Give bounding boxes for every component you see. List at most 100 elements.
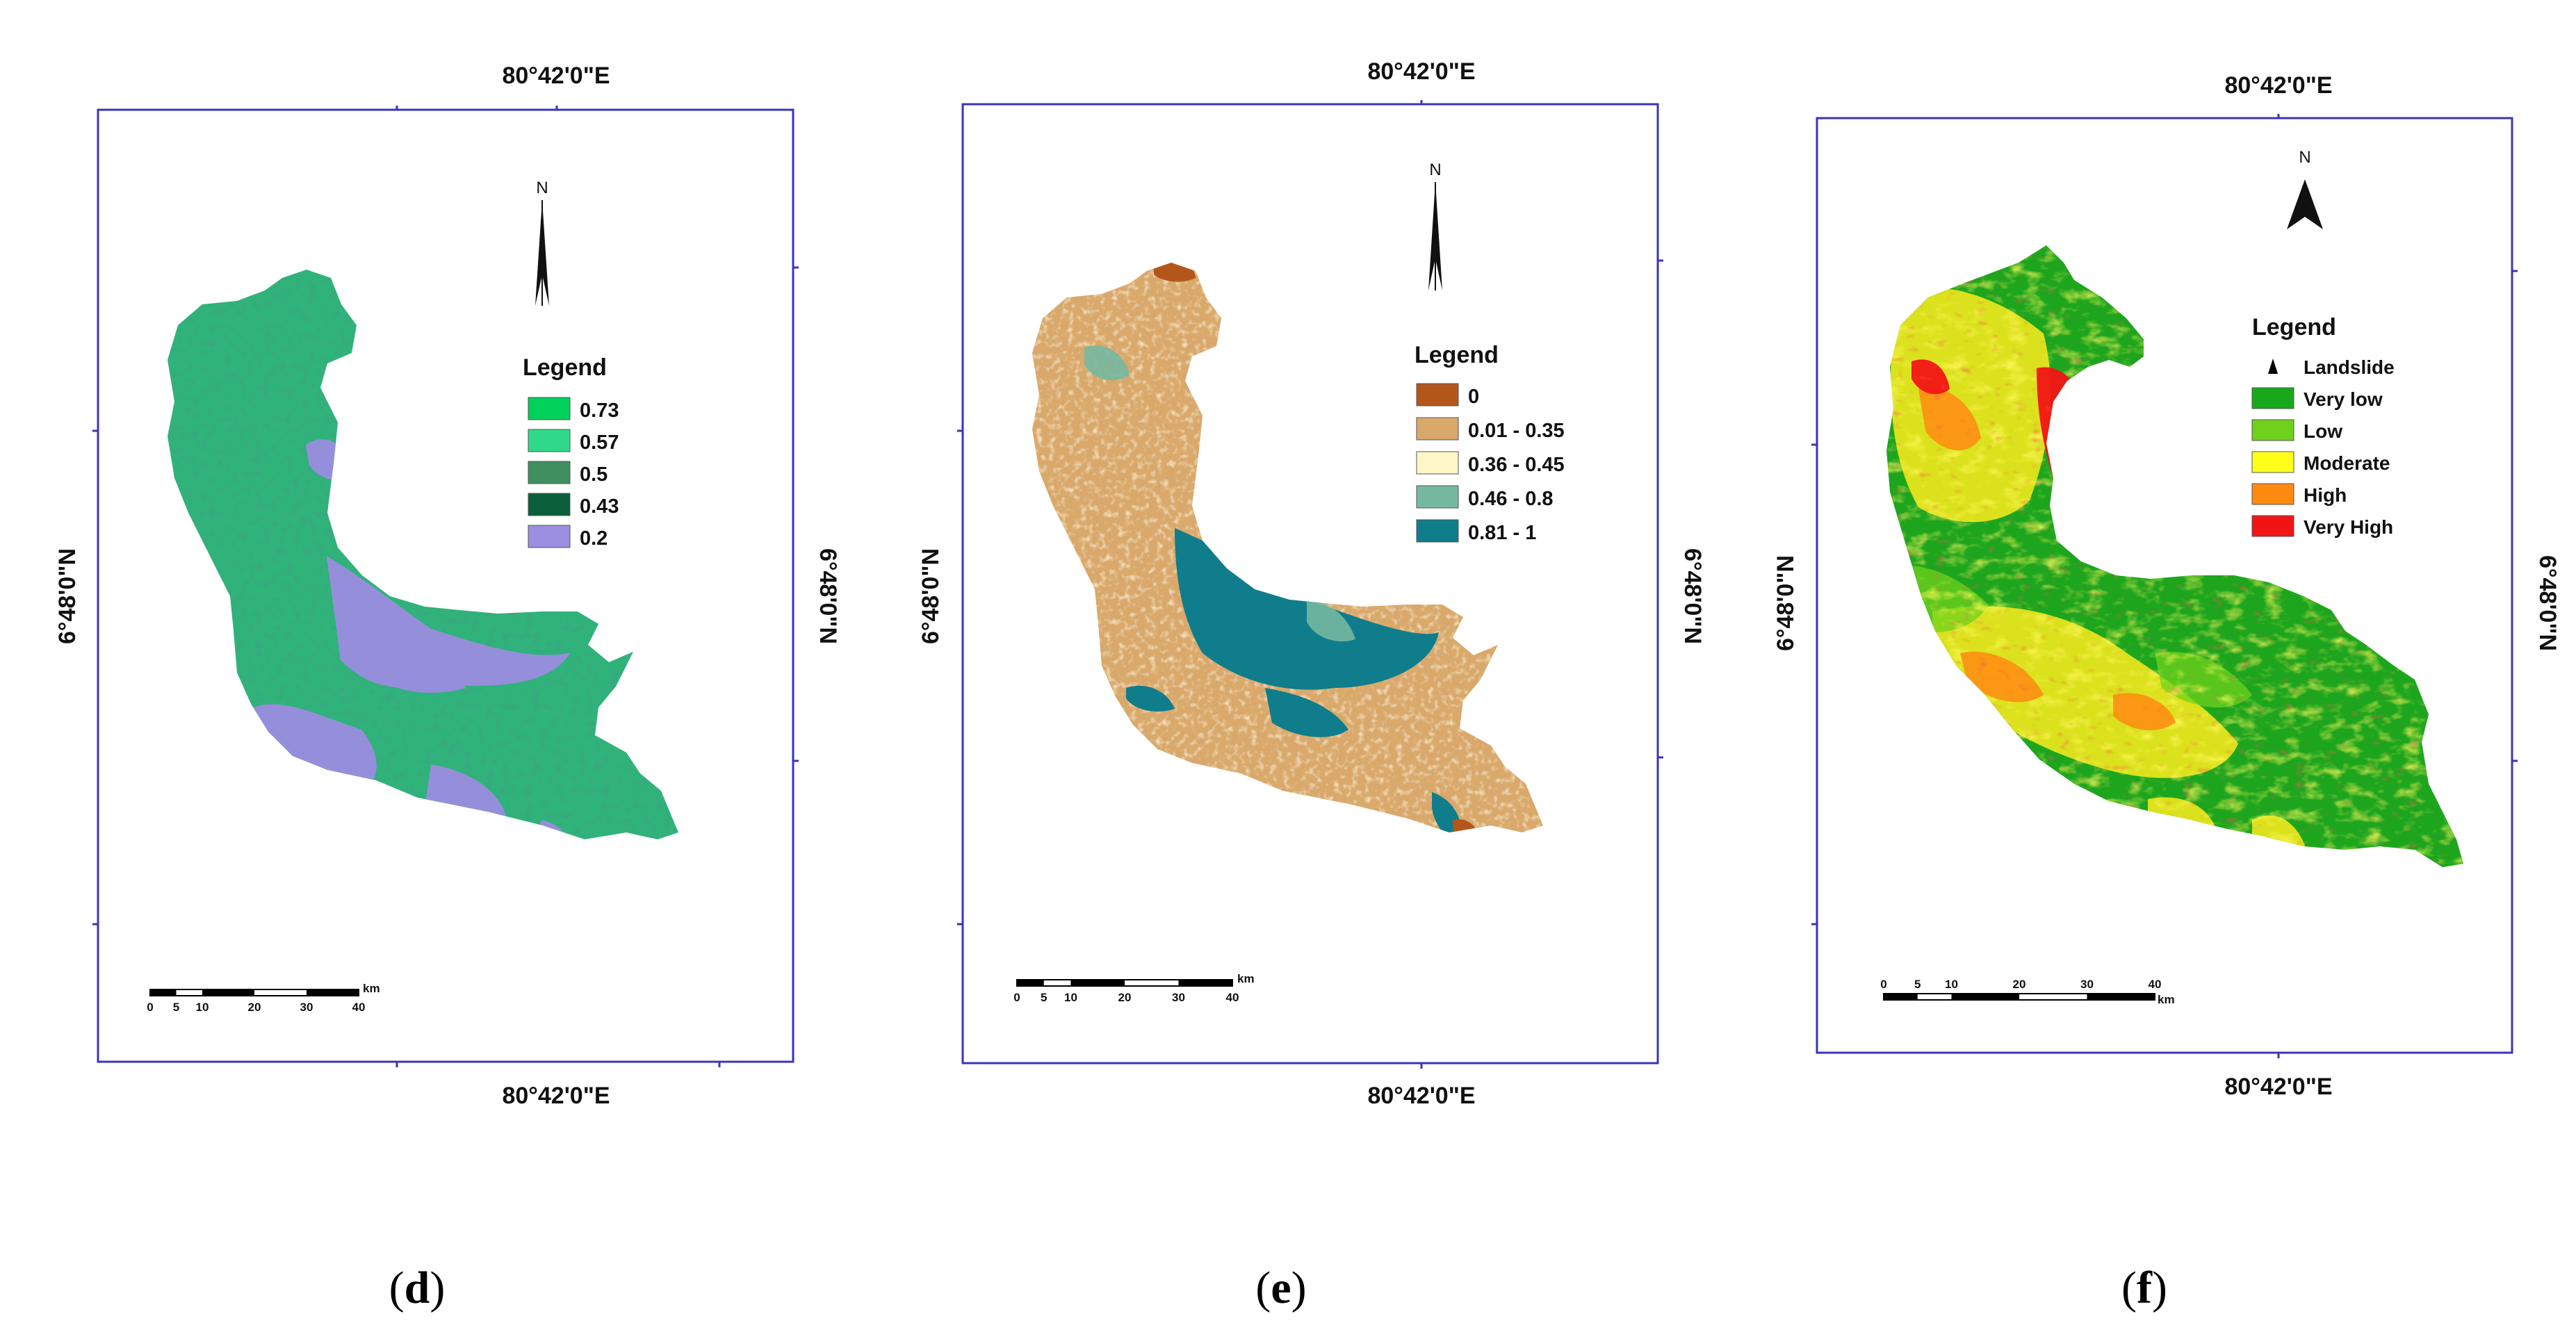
legend-title: Legend	[2252, 314, 2336, 340]
scale-tick-label: 30	[1172, 991, 1185, 1004]
frame-ticks	[92, 106, 799, 1067]
legend-item: 0.01 - 0.35	[1416, 417, 1565, 442]
lat-right-label: 6°48'0"N	[815, 548, 841, 644]
legend-swatch	[528, 429, 571, 452]
legend-item: Very low	[2251, 387, 2383, 410]
scale-tick-label: 20	[248, 1001, 261, 1014]
north-arrow-icon: N	[2287, 148, 2323, 229]
legend-triangle-icon	[2268, 359, 2278, 374]
legend-swatch	[528, 461, 571, 484]
legend-label: 0	[1468, 386, 1479, 408]
legend-item: Moderate	[2251, 451, 2390, 474]
lat-right-label: 6°48'0"N	[1679, 548, 1706, 644]
scale-tick-label: 30	[300, 1001, 313, 1014]
scale-bar: 0 5 10 20 30 40 km	[1013, 972, 1254, 1004]
legend: Legend 0.73 0.57 0.5 0.43 0.2	[523, 354, 619, 550]
legend-swatch	[528, 493, 571, 516]
legend-swatch	[528, 525, 571, 548]
legend-item: 0.73	[528, 397, 619, 422]
scale-tick-label: 5	[1041, 991, 1047, 1004]
lat-left-label: 6°48'0"N	[54, 548, 81, 644]
legend-title: Legend	[523, 354, 607, 381]
lon-bottom-label: 80°42'0"E	[502, 1083, 610, 1109]
legend-item: 0.2	[528, 525, 608, 550]
legend-swatch	[1416, 383, 1459, 406]
scale-tick-label: 20	[2013, 978, 2026, 991]
legend-title: Legend	[1415, 342, 1499, 368]
legend-swatch	[1416, 417, 1459, 441]
scale-bar: 0 5 10 20 30 40 km	[1880, 978, 2174, 1006]
svg-text:N: N	[1429, 161, 1441, 179]
scale-tick-label: 40	[352, 1001, 366, 1014]
legend-label: 0.57	[580, 432, 619, 454]
scale-tick-label: 10	[196, 1001, 209, 1014]
legend-label: 0.01 - 0.35	[1468, 420, 1565, 442]
legend: Legend 0 0.01 - 0.35 0.36 - 0.45 0.46 - 0.8…	[1415, 342, 1565, 544]
scale-tick-label: 40	[1226, 991, 1239, 1004]
scale-tick-label: 0	[147, 1001, 153, 1014]
legend-item: Very High	[2251, 515, 2393, 538]
legend-label: Low	[2304, 420, 2342, 442]
legend-item: 0.36 - 0.45	[1416, 451, 1565, 476]
scale-tick-label: 40	[2149, 978, 2162, 991]
legend-swatch	[1416, 451, 1459, 475]
lat-right-label: 6°48'0"N	[2534, 555, 2561, 651]
lon-top-label: 80°42'0"E	[2224, 72, 2332, 99]
legend-label: Landslide	[2304, 356, 2395, 378]
north-arrow-icon: N	[1428, 161, 1442, 290]
panel-e: 80°42'0"E 80°42'0"E 6°48'0"N 6°48'0"N N …	[918, 58, 1706, 1313]
legend-item: 0.5	[528, 461, 608, 486]
map-frame	[97, 108, 794, 1063]
legend-label: Very low	[2304, 388, 2383, 410]
legend-swatch	[2251, 483, 2294, 505]
panel-f: 80°42'0"E 80°42'0"E 6°48'0"N 6°48'0"N N …	[1772, 72, 2561, 1313]
scale-tick-label: 30	[2080, 978, 2094, 991]
legend-swatch	[2251, 419, 2294, 441]
legend-swatch	[2251, 515, 2294, 537]
scale-tick-label: 20	[1118, 991, 1132, 1004]
legend-label: Very High	[2304, 516, 2393, 538]
lon-top-label: 80°42'0"E	[1367, 58, 1475, 85]
legend-item: Low	[2251, 419, 2342, 442]
scale-unit-label: km	[363, 982, 380, 995]
panel-caption: (d)	[389, 1263, 446, 1313]
legend-label: 0.5	[580, 463, 608, 486]
panel-d: 80°42'0"E 80°42'0"E 6°48'0"N 6°48'0"N N …	[54, 63, 841, 1313]
legend-label: 0.73	[580, 400, 619, 422]
legend-swatch	[1416, 519, 1459, 543]
lon-bottom-label: 80°42'0"E	[2224, 1074, 2332, 1100]
scale-tick-label: 0	[1880, 978, 1886, 991]
scale-tick-label: 5	[173, 1001, 179, 1014]
svg-text:N: N	[536, 179, 548, 197]
scale-tick-label: 10	[1945, 978, 1958, 991]
legend-label: Moderate	[2304, 452, 2390, 474]
legend-item: 0	[1416, 383, 1479, 408]
legend-swatch	[1416, 485, 1459, 509]
legend-swatch	[2251, 451, 2294, 473]
legend-item: 0.43	[528, 493, 619, 518]
legend-swatch	[2251, 387, 2294, 409]
scale-bar: 0 5 10 20 30 40 km	[147, 982, 380, 1014]
legend-label: 0.2	[580, 527, 608, 550]
legend: Legend Landslide Very low Low Moderate High V…	[2251, 314, 2395, 538]
legend-item: 0.81 - 1	[1416, 519, 1536, 544]
legend-label: 0.81 - 1	[1468, 522, 1536, 544]
legend-label: 0.43	[580, 495, 619, 518]
lon-top-label: 80°42'0"E	[502, 63, 610, 89]
scale-tick-label: 5	[1914, 978, 1921, 991]
legend-item: Landslide	[2268, 356, 2395, 378]
panel-caption: (e)	[1255, 1263, 1306, 1313]
scale-tick-label: 10	[1064, 991, 1077, 1004]
scale-unit-label: km	[2158, 993, 2175, 1006]
legend-item: 0.57	[528, 429, 619, 454]
frame-ticks	[957, 100, 1663, 1069]
lon-bottom-label: 80°42'0"E	[1367, 1083, 1475, 1109]
legend-item: High	[2251, 483, 2347, 506]
legend-swatch	[528, 397, 571, 420]
lat-left-label: 6°48'0"N	[1772, 555, 1799, 651]
legend-label: 0.36 - 0.45	[1468, 454, 1565, 476]
map-frame	[961, 103, 1659, 1065]
north-arrow-icon: N	[535, 179, 549, 306]
legend-item: 0.46 - 0.8	[1416, 485, 1554, 510]
